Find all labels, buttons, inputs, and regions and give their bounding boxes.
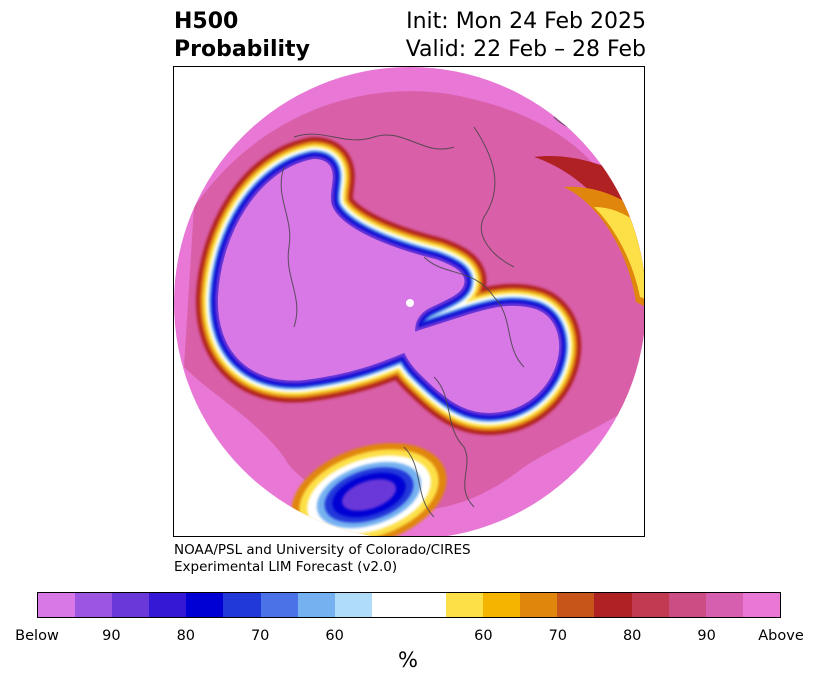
above-normal-yellow-east — [594, 207, 644, 299]
north-pole-marker — [406, 299, 414, 307]
forecast-field — [174, 67, 644, 536]
credit-line-2: Experimental LIM Forecast (v2.0) — [174, 559, 398, 575]
colorbar-segment — [260, 593, 298, 617]
colorbar-segment — [334, 593, 372, 617]
colorbar-segment — [112, 593, 150, 617]
colorbar-segment — [557, 593, 595, 617]
init-date: Init: Mon 24 Feb 2025 — [406, 9, 646, 34]
coastline — [403, 446, 435, 518]
colorbar-unit: % — [398, 648, 418, 672]
trough-core — [217, 159, 560, 414]
colorbar-tick-label: 90 — [102, 628, 121, 644]
colorbar-segment — [149, 593, 187, 617]
credit-line-1: NOAA/PSL and University of Colorado/CIRE… — [174, 542, 471, 558]
map-title: H500 Probability — [174, 8, 310, 64]
colorbar — [37, 592, 781, 618]
colorbar-tick-label: 70 — [250, 628, 270, 644]
coastline — [293, 133, 455, 150]
probability-map — [173, 66, 645, 537]
colorbar-segment — [668, 593, 706, 617]
colorbar-tick-label: 80 — [176, 628, 196, 644]
forecast-dates: Init: Mon 24 Feb 2025 Valid: 22 Feb – 28… — [388, 8, 646, 64]
valid-range: Valid: 22 Feb – 28 Feb — [405, 37, 646, 62]
colorbar-tick-label: 90 — [697, 628, 716, 644]
colorbar-tick-label: 80 — [622, 628, 642, 644]
colorbar-segment — [223, 593, 261, 617]
colorbar-segment — [594, 593, 632, 617]
coastline — [423, 256, 525, 368]
colorbar-segment — [631, 593, 669, 617]
colorbar-tick-label: 70 — [548, 628, 568, 644]
credit-text: NOAA/PSL and University of Colorado/CIRE… — [174, 542, 471, 576]
colorbar-segment — [371, 593, 409, 617]
colorbar-segment — [742, 593, 780, 617]
coastline — [473, 126, 515, 268]
colorbar-segment — [483, 593, 521, 617]
colorbar-segment — [186, 593, 224, 617]
below-normal-trough — [195, 137, 582, 436]
colorbar-segment — [408, 593, 447, 617]
title-line-1: H500 — [174, 9, 239, 34]
cutoff-low — [291, 443, 447, 536]
colorbar-segment — [297, 593, 335, 617]
colorbar-tick-label: Below — [15, 628, 59, 644]
colorbar-tick-label: 60 — [474, 628, 493, 644]
colorbar-segment — [705, 593, 743, 617]
polar-map-svg — [174, 67, 644, 536]
colorbar-segment — [520, 593, 558, 617]
coastline — [280, 166, 298, 328]
coastline — [433, 376, 475, 508]
colorbar-tick-label: Above — [758, 628, 804, 644]
colorbar-tick-label: 60 — [325, 628, 344, 644]
cutoff-low-band — [342, 479, 396, 511]
colorbar-segment — [38, 593, 76, 617]
title-line-2: Probability — [174, 37, 310, 62]
colorbar-segment — [446, 593, 484, 617]
colorbar-segment — [75, 593, 113, 617]
